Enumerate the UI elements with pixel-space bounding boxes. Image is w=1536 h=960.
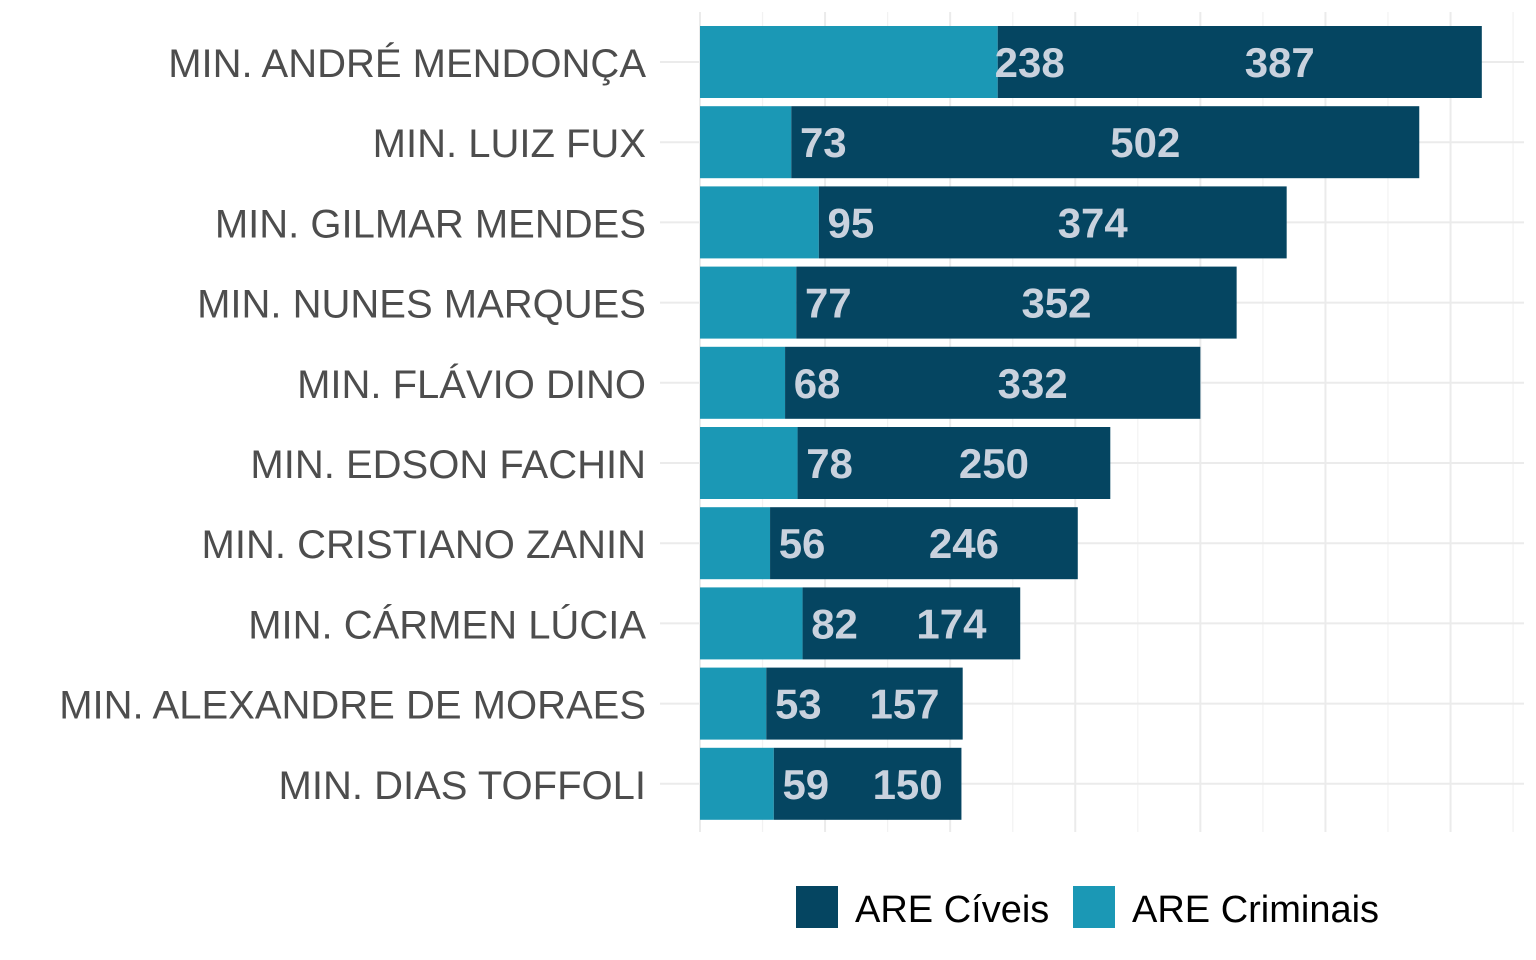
legend: ARE Cíveis ARE Criminais xyxy=(796,886,1379,931)
bar-civeis xyxy=(791,106,1420,179)
category-label: MIN. CRISTIANO ZANIN xyxy=(202,523,646,567)
value-label: 174 xyxy=(916,600,987,647)
category-label: MIN. NUNES MARQUES xyxy=(197,283,646,327)
category-label: MIN. ALEXANDRE DE MORAES xyxy=(59,684,646,728)
category-label: MIN. ANDRÉ MENDONÇA xyxy=(168,41,646,86)
bar-civeis xyxy=(785,346,1201,419)
bar-civeis xyxy=(797,427,1111,499)
bar-criminais xyxy=(700,747,774,820)
value-label: 387 xyxy=(1245,39,1315,86)
value-label: 502 xyxy=(1110,119,1180,166)
value-label: 238 xyxy=(995,39,1065,86)
bar-criminais xyxy=(700,427,798,499)
value-label: 157 xyxy=(869,681,939,728)
category-label: MIN. EDSON FACHIN xyxy=(250,443,646,487)
bar-civeis xyxy=(818,186,1287,259)
bar-criminais xyxy=(700,587,803,660)
bar-civeis xyxy=(773,747,962,820)
value-label: 68 xyxy=(794,360,841,407)
bar-criminais xyxy=(700,266,797,339)
bar-criminais xyxy=(700,507,771,580)
legend-label: ARE Cíveis xyxy=(855,889,1049,931)
legend-swatch xyxy=(796,886,838,928)
category-labels: MIN. ANDRÉ MENDONÇA MIN. LUIZ FUX MIN. GIL… xyxy=(59,41,646,808)
value-label: 78 xyxy=(806,440,853,487)
category-label: MIN. CÁRMEN LÚCIA xyxy=(248,602,646,647)
bar-criminais xyxy=(700,346,786,419)
value-label: 352 xyxy=(1021,280,1091,327)
value-label: 332 xyxy=(998,360,1068,407)
category-label: MIN. LUIZ FUX xyxy=(373,122,646,166)
value-label: 82 xyxy=(811,600,858,647)
bar-civeis xyxy=(770,507,1078,580)
category-label: MIN. GILMAR MENDES xyxy=(215,202,646,246)
value-label: 77 xyxy=(805,280,852,327)
bar-criminais xyxy=(700,667,767,740)
category-label: MIN. FLÁVIO DINO xyxy=(297,362,646,407)
bar-criminais xyxy=(700,26,998,98)
value-label: 374 xyxy=(1058,199,1129,246)
bar-criminais xyxy=(700,186,819,259)
bars xyxy=(700,26,1482,820)
bar-civeis xyxy=(997,26,1482,98)
bar-civeis xyxy=(796,266,1237,339)
value-label: 56 xyxy=(779,520,826,567)
value-label: 59 xyxy=(782,761,829,808)
bar-civeis xyxy=(766,667,963,740)
legend-swatch xyxy=(1073,886,1115,928)
value-label: 95 xyxy=(827,199,874,246)
bar-civeis xyxy=(802,587,1021,660)
value-label: 150 xyxy=(873,761,943,808)
legend-label: ARE Criminais xyxy=(1132,889,1379,931)
bar-criminais xyxy=(700,106,792,179)
category-label: MIN. DIAS TOFFOLI xyxy=(279,764,646,808)
value-label: 250 xyxy=(959,440,1029,487)
value-labels: 238 387 73 502 95 374 77 352 68 332 78 250 56 246 82 17… xyxy=(775,39,1315,808)
value-label: 73 xyxy=(800,119,847,166)
value-label: 53 xyxy=(775,681,822,728)
value-label: 246 xyxy=(929,520,999,567)
